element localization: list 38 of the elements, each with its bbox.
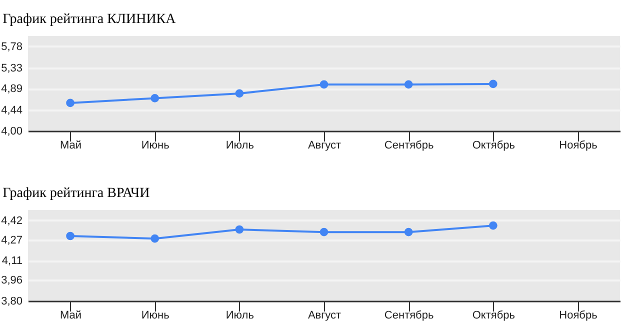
x-tick-label: Июнь xyxy=(141,310,170,322)
x-tick-label: Май xyxy=(60,310,82,322)
y-tick-label: 4,00 xyxy=(1,126,22,138)
y-tick-label: 3,96 xyxy=(1,274,22,287)
chart-title: График рейтинга ВРАЧИ xyxy=(2,186,150,201)
point xyxy=(150,94,160,102)
x-tick-label: Август xyxy=(308,140,342,152)
point xyxy=(488,221,498,230)
point xyxy=(66,98,74,108)
y-tick-label: 5,33 xyxy=(1,62,22,74)
x-tick-label: Май xyxy=(60,140,82,152)
y-tick-label: 4,42 xyxy=(1,214,22,227)
x-tick-label: Сентябрь xyxy=(384,140,434,152)
x-tick-label: Октябрь xyxy=(472,310,516,322)
y-tick-label: 4,27 xyxy=(1,234,22,246)
x-tick-label: Ноябрь xyxy=(559,310,598,322)
x-tick-label: Июль xyxy=(226,310,254,322)
x-tick-label: Сентябрь xyxy=(384,310,434,322)
y-tick-label: 3,80 xyxy=(1,296,22,308)
point xyxy=(404,80,413,89)
y-tick-label: 5,78 xyxy=(1,40,22,53)
x-tick-label: Июнь xyxy=(141,140,170,152)
point xyxy=(66,232,74,240)
y-tick-label: 4,89 xyxy=(1,83,22,96)
point xyxy=(488,80,498,88)
point xyxy=(150,234,160,243)
point xyxy=(320,80,328,89)
point xyxy=(235,89,244,98)
y-tick-label: 4,44 xyxy=(1,104,22,117)
point xyxy=(404,228,413,236)
y-tick-label: 4,11 xyxy=(2,255,22,268)
point xyxy=(235,225,244,234)
x-tick-label: Октябрь xyxy=(472,140,516,152)
x-tick-label: Ноябрь xyxy=(559,140,598,152)
x-tick-label: Август xyxy=(308,310,342,322)
chart-title: График рейтинга КЛИНИКА xyxy=(2,12,177,27)
x-tick-label: Июль xyxy=(226,140,254,152)
point xyxy=(320,228,328,236)
